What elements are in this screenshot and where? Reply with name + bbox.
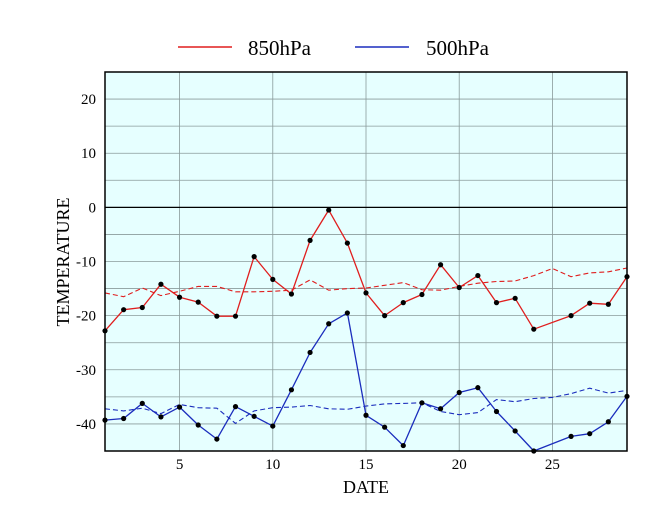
data-point-850hpa [307, 237, 313, 243]
data-point-850hpa [363, 290, 369, 296]
data-point-500hpa [475, 385, 481, 391]
data-point-500hpa [288, 387, 295, 393]
data-point-500hpa [270, 423, 276, 429]
data-point-850hpa [512, 295, 518, 301]
series-layer [102, 207, 630, 454]
data-point-500hpa [121, 415, 127, 422]
data-point-500hpa [195, 422, 201, 428]
data-point-850hpa [382, 313, 388, 319]
data-point-850hpa [139, 304, 145, 311]
data-point-850hpa [251, 254, 257, 260]
y-tick-label: -30 [76, 363, 96, 379]
data-point-500hpa [400, 442, 406, 449]
data-point-500hpa [251, 413, 257, 419]
series-line-500hpa [104, 312, 628, 452]
data-point-850hpa [587, 300, 593, 306]
tick-labels: 5 10 15 20 25 20 10 0 -10 -20 -30 -40 [76, 92, 560, 473]
data-point-850hpa [195, 299, 201, 305]
data-point-500hpa [214, 436, 220, 442]
data-point-850hpa [531, 326, 537, 332]
data-point-500hpa [326, 321, 332, 327]
data-point-850hpa [437, 262, 444, 268]
data-point-500hpa [232, 404, 239, 410]
data-point-500hpa [139, 400, 145, 406]
data-point-500hpa [437, 406, 444, 412]
series-line-dashed-850hpa [104, 267, 628, 298]
legend: 850hPa 500hPa [178, 36, 490, 60]
data-point-500hpa [419, 400, 425, 406]
data-point-500hpa [456, 389, 462, 396]
data-point-850hpa [158, 281, 164, 287]
data-point-850hpa [288, 291, 295, 297]
data-point-850hpa [456, 284, 462, 291]
data-point-500hpa [493, 408, 500, 415]
y-tick-label: 10 [81, 146, 96, 162]
data-point-500hpa [176, 404, 183, 410]
y-axis-title: TEMPERATURE [53, 197, 73, 326]
plot-frame [104, 71, 628, 452]
data-point-850hpa [605, 301, 611, 307]
series-line-850hpa [104, 209, 628, 332]
x-axis-title: DATE [343, 477, 389, 497]
y-tick-label: 0 [89, 200, 97, 216]
data-point-500hpa [512, 428, 518, 434]
data-point-850hpa [475, 272, 481, 279]
data-point-850hpa [419, 291, 425, 298]
data-point-850hpa [326, 207, 332, 213]
data-point-500hpa [605, 419, 611, 425]
data-point-850hpa [493, 300, 500, 306]
x-tick-label: 25 [545, 457, 560, 473]
x-tick-label: 10 [265, 457, 280, 473]
x-tick-label: 15 [359, 457, 374, 473]
x-tick-label: 20 [452, 457, 467, 473]
data-point-500hpa [344, 310, 350, 316]
legend-label-850hpa: 850hPa [248, 36, 312, 60]
data-point-850hpa [176, 294, 183, 300]
legend-label-500hpa: 500hPa [426, 36, 490, 60]
y-tick-label: 20 [81, 92, 96, 108]
data-point-500hpa [158, 414, 164, 420]
y-tick-label: -40 [76, 417, 96, 433]
data-point-500hpa [382, 424, 388, 430]
data-point-500hpa [363, 412, 369, 418]
data-point-850hpa [121, 307, 127, 313]
data-point-850hpa [214, 313, 220, 319]
y-tick-label: -20 [76, 309, 96, 325]
data-point-500hpa [568, 433, 574, 439]
data-point-850hpa [400, 300, 406, 306]
data-point-850hpa [568, 313, 574, 319]
data-point-500hpa [307, 349, 313, 356]
x-tick-label: 5 [176, 457, 184, 473]
data-point-850hpa [270, 276, 276, 282]
data-point-850hpa [344, 240, 350, 246]
series-line-dashed-500hpa [104, 387, 628, 424]
y-tick-label: -10 [76, 255, 96, 271]
grid [105, 71, 627, 452]
data-point-500hpa [587, 431, 593, 437]
data-point-850hpa [232, 313, 239, 319]
